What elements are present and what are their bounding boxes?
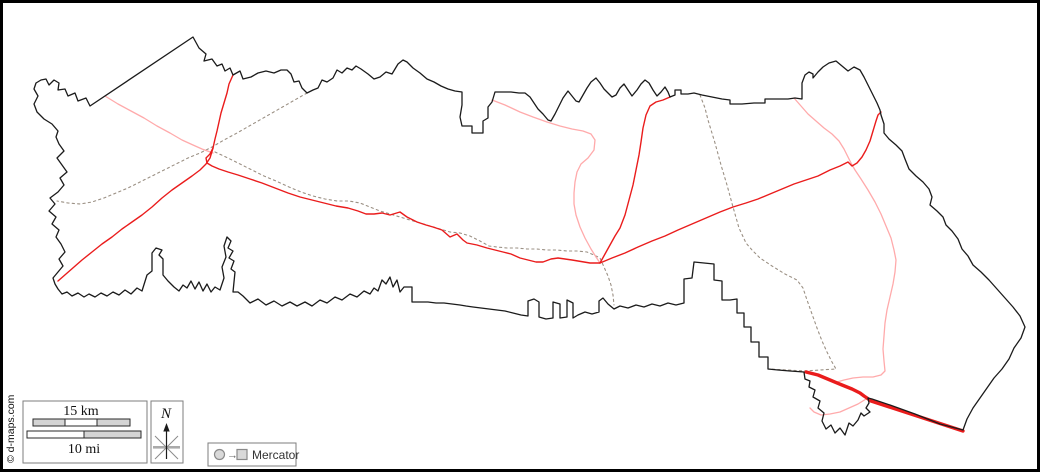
globe-circle-icon [213, 448, 226, 461]
north-arrow: N [150, 400, 184, 464]
projection-label: Mercator [252, 448, 299, 462]
projection-box-border [207, 442, 297, 467]
dashed-boundary-west [56, 92, 308, 205]
km-bar-segment-3 [96, 418, 131, 427]
north-label: N [160, 406, 172, 422]
red-road-central [205, 147, 601, 264]
pink-road-peninsula [809, 398, 867, 416]
projection-arrow-icon: → [227, 450, 238, 462]
red-highway-southeast [804, 370, 965, 433]
projected-square-icon [236, 448, 248, 461]
red-road-northeast [599, 96, 671, 264]
scale-mi-label: 10 mi [68, 442, 100, 457]
scale-km-label: 15 km [63, 404, 99, 419]
scale-legend: 15 km 10 mi [22, 400, 148, 464]
pink-road-central [491, 99, 601, 264]
scale-bar-km [32, 418, 131, 427]
km-bar-segment-1 [32, 418, 66, 427]
scale-bar-mi [26, 430, 142, 439]
pink-road-northwest [104, 95, 214, 154]
mi-bar-segment-2 [83, 430, 142, 439]
dashed-boundary-east [699, 94, 837, 372]
dashed-boundary-central [214, 151, 615, 306]
county-boundary [33, 36, 1026, 436]
copyright-credit: © d-maps.com [5, 394, 17, 463]
red-road-north [212, 74, 234, 149]
red-road-west [57, 147, 214, 282]
projection-badge: → Mercator [207, 442, 299, 467]
red-road-east [599, 111, 882, 264]
compass-needle-head [163, 423, 170, 432]
pink-road-east [793, 97, 897, 383]
